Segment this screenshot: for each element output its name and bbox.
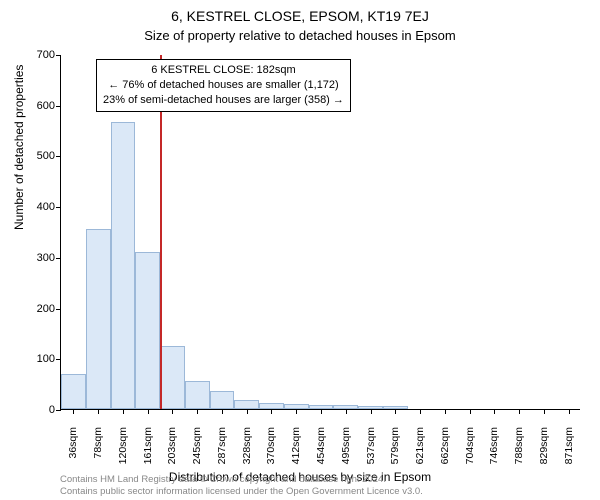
x-tick-label: 328sqm	[241, 427, 253, 467]
x-tick-label: 36sqm	[67, 427, 79, 467]
marker-annotation-box: 6 KESTREL CLOSE: 182sqm ← 76% of detache…	[96, 59, 351, 112]
x-tick-mark	[321, 409, 322, 414]
x-tick-label: 245sqm	[191, 427, 203, 467]
y-tick-mark	[56, 309, 61, 310]
y-tick-mark	[56, 258, 61, 259]
x-tick-mark	[346, 409, 347, 414]
y-tick-label: 300	[23, 252, 55, 264]
x-tick-label: 412sqm	[290, 427, 302, 467]
x-tick-mark	[494, 409, 495, 414]
x-tick-label: 621sqm	[414, 427, 426, 467]
x-tick-mark	[197, 409, 198, 414]
x-tick-mark	[470, 409, 471, 414]
x-tick-mark	[73, 409, 74, 414]
y-tick-label: 600	[23, 100, 55, 112]
x-tick-mark	[569, 409, 570, 414]
x-tick-label: 537sqm	[365, 427, 377, 467]
x-tick-label: 370sqm	[265, 427, 277, 467]
histogram-bar	[210, 391, 235, 409]
x-tick-label: 287sqm	[216, 427, 228, 467]
y-tick-label: 700	[23, 49, 55, 61]
histogram-bar	[234, 400, 259, 409]
histogram-bar	[111, 122, 136, 409]
histogram-bar	[160, 346, 185, 409]
y-tick-mark	[56, 156, 61, 157]
annotation-line3: 23% of semi-detached houses are larger (…	[103, 93, 344, 108]
x-tick-mark	[172, 409, 173, 414]
x-tick-mark	[222, 409, 223, 414]
x-tick-mark	[395, 409, 396, 414]
x-tick-mark	[420, 409, 421, 414]
x-tick-mark	[247, 409, 248, 414]
x-tick-mark	[123, 409, 124, 414]
x-tick-label: 746sqm	[488, 427, 500, 467]
x-tick-mark	[271, 409, 272, 414]
annotation-line2: ← 76% of detached houses are smaller (1,…	[103, 78, 344, 93]
x-tick-label: 495sqm	[340, 427, 352, 467]
chart-plot-area: 010020030040050060070036sqm78sqm120sqm16…	[60, 55, 580, 410]
x-tick-mark	[519, 409, 520, 414]
chart-title-main: 6, KESTREL CLOSE, EPSOM, KT19 7EJ	[0, 0, 600, 24]
x-tick-label: 579sqm	[389, 427, 401, 467]
x-tick-mark	[544, 409, 545, 414]
x-tick-label: 120sqm	[117, 427, 129, 467]
x-tick-mark	[98, 409, 99, 414]
x-tick-label: 454sqm	[315, 427, 327, 467]
y-tick-mark	[56, 207, 61, 208]
x-tick-mark	[148, 409, 149, 414]
y-tick-mark	[56, 410, 61, 411]
y-tick-label: 200	[23, 303, 55, 315]
y-tick-label: 100	[23, 353, 55, 365]
x-tick-label: 871sqm	[563, 427, 575, 467]
x-tick-label: 829sqm	[538, 427, 550, 467]
histogram-bar	[61, 374, 86, 410]
y-tick-label: 400	[23, 201, 55, 213]
y-tick-mark	[56, 106, 61, 107]
x-tick-label: 78sqm	[92, 427, 104, 467]
x-tick-label: 704sqm	[464, 427, 476, 467]
attribution-line2: Contains public sector information licen…	[60, 486, 423, 498]
x-tick-mark	[371, 409, 372, 414]
x-tick-mark	[296, 409, 297, 414]
y-tick-mark	[56, 55, 61, 56]
y-tick-label: 500	[23, 150, 55, 162]
x-tick-mark	[445, 409, 446, 414]
y-tick-label: 0	[23, 404, 55, 416]
attribution-text: Contains HM Land Registry data © Crown c…	[60, 474, 423, 498]
x-tick-label: 161sqm	[142, 427, 154, 467]
histogram-bar	[135, 252, 160, 409]
attribution-line1: Contains HM Land Registry data © Crown c…	[60, 474, 423, 486]
x-tick-label: 662sqm	[439, 427, 451, 467]
y-tick-mark	[56, 359, 61, 360]
histogram-bar	[185, 381, 210, 409]
x-tick-label: 203sqm	[166, 427, 178, 467]
chart-title-sub: Size of property relative to detached ho…	[0, 24, 600, 43]
histogram-bar	[86, 229, 111, 409]
x-tick-label: 788sqm	[513, 427, 525, 467]
annotation-line1: 6 KESTREL CLOSE: 182sqm	[103, 63, 344, 78]
